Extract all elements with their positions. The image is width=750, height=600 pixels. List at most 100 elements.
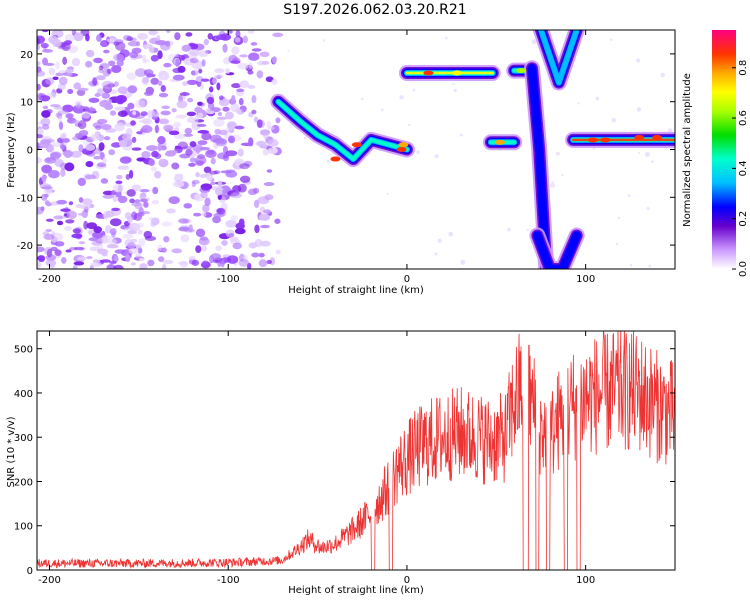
noise-blob — [143, 230, 153, 239]
noise-blob — [197, 50, 209, 58]
noise-blob — [71, 233, 83, 239]
noise-speck — [644, 152, 650, 158]
noise-blob — [58, 76, 68, 86]
noise-blob — [205, 149, 217, 158]
noise-blob — [65, 249, 72, 253]
noise-blob — [81, 111, 91, 119]
noise-blob — [250, 42, 258, 46]
noise-blob — [126, 72, 137, 80]
noise-blob — [77, 120, 87, 130]
spectral-features — [270, 30, 675, 269]
noise-blob — [196, 123, 207, 127]
noise-blob — [157, 256, 165, 262]
noise-blob — [201, 245, 208, 252]
noise-speck — [412, 88, 416, 92]
hot-spot — [351, 142, 362, 148]
noise-blob — [157, 244, 163, 251]
noise-blob — [41, 124, 50, 130]
noise-blob — [233, 190, 241, 196]
noise-blob — [150, 77, 160, 85]
noise-speck — [651, 160, 654, 163]
noise-blob — [152, 186, 159, 195]
noise-blob — [214, 68, 225, 74]
noise-blob — [151, 110, 159, 119]
noise-blob — [168, 196, 180, 205]
noise-blob — [40, 42, 49, 49]
snr-x-tick-label: 100 — [576, 575, 595, 586]
noise-blob — [230, 215, 239, 221]
noise-blob — [229, 236, 239, 243]
noise-blob — [226, 255, 239, 264]
noise-blob — [180, 234, 190, 243]
noise-speck — [408, 123, 411, 127]
noise-blob — [234, 36, 241, 43]
noise-blob — [155, 40, 167, 46]
noise-blob — [197, 140, 208, 146]
noise-blob — [207, 102, 215, 110]
noise-blob — [44, 62, 55, 66]
hot-spot — [587, 137, 598, 143]
noise-blob — [114, 106, 126, 111]
noise-blob — [130, 120, 136, 126]
noise-blob — [139, 198, 148, 203]
noise-blob — [248, 242, 258, 249]
noise-blob — [37, 261, 42, 269]
noise-speck — [399, 95, 404, 100]
noise-blob — [179, 92, 190, 96]
noise-blob — [174, 173, 184, 178]
noise-blob — [212, 215, 221, 224]
noise-blob — [53, 215, 64, 220]
noise-blob — [106, 68, 112, 75]
noise-blob — [197, 101, 203, 106]
noise-speck — [459, 133, 463, 137]
noise-blob — [199, 146, 211, 151]
noise-blob — [67, 88, 74, 95]
noise-blob — [129, 51, 139, 59]
noise-blob — [147, 259, 155, 267]
spectrogram-y-tick-label: 0 — [27, 146, 33, 157]
noise-blob — [260, 240, 271, 247]
noise-blob — [78, 87, 89, 92]
noise-blob — [55, 61, 60, 70]
noise-blob — [237, 62, 249, 70]
noise-speck — [361, 97, 364, 101]
noise-blob — [44, 157, 56, 164]
noise-speck — [627, 194, 631, 198]
noise-blob — [248, 62, 253, 69]
noise-blob — [216, 82, 221, 91]
noise-speck — [561, 174, 564, 177]
noise-blob — [62, 132, 67, 140]
noise-blob — [165, 40, 171, 47]
noise-blob — [37, 43, 41, 51]
noise-blob — [175, 58, 180, 68]
noise-speck — [303, 136, 307, 140]
noise-blob — [37, 157, 43, 164]
noise-blob — [139, 257, 145, 262]
noise-blob — [221, 240, 228, 246]
noise-blob — [226, 121, 237, 130]
noise-blob — [44, 193, 49, 198]
noise-blob — [157, 142, 162, 152]
noise-blob — [271, 78, 278, 86]
noise-blob — [215, 34, 227, 41]
noise-blob — [109, 218, 122, 227]
noise-blob — [235, 30, 241, 39]
noise-blob — [113, 53, 125, 62]
noise-blob — [65, 113, 74, 119]
noise-blob — [61, 256, 67, 264]
noise-blob — [258, 252, 265, 258]
noise-blob — [206, 110, 215, 115]
noise-blob — [151, 150, 159, 158]
noise-blob — [117, 165, 130, 170]
noise-blob — [138, 238, 146, 247]
snr-y-tick-label: 200 — [14, 477, 33, 488]
hot-spot — [600, 137, 611, 143]
hot-spot — [652, 135, 663, 141]
noise-blob — [72, 265, 78, 269]
noise-blob — [136, 131, 143, 135]
noise-blob — [239, 163, 250, 170]
noise-blob — [101, 80, 114, 90]
noise-blob — [172, 121, 182, 128]
noise-blob — [37, 121, 42, 126]
noise-blob — [127, 215, 133, 224]
